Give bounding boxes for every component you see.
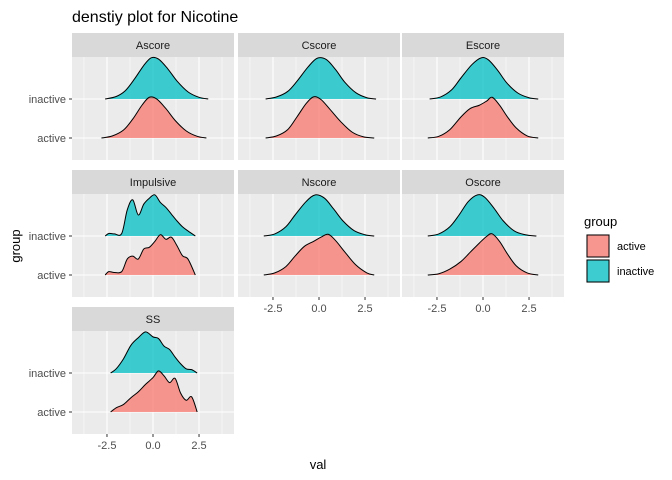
density-line-inactive bbox=[105, 56, 209, 100]
y-tick-label: inactive bbox=[29, 94, 66, 106]
density-fill-active bbox=[101, 96, 207, 138]
x-tick-label: 0.0 bbox=[311, 303, 326, 315]
density-line-active bbox=[427, 233, 539, 276]
density-fill-inactive bbox=[429, 57, 539, 99]
x-tick-label: 2.5 bbox=[191, 440, 206, 452]
facet-strip bbox=[72, 33, 234, 57]
x-tick-label: -2.5 bbox=[263, 303, 282, 315]
y-tick-label: inactive bbox=[29, 231, 66, 243]
density-fill-active bbox=[427, 233, 539, 275]
density-fill-active bbox=[263, 234, 375, 275]
density-line-active bbox=[104, 234, 196, 276]
y-tick-label: active bbox=[37, 270, 66, 282]
density-fill-active bbox=[427, 97, 539, 138]
x-axis-title: val bbox=[310, 457, 327, 472]
legend-item-inactive: inactive bbox=[586, 259, 654, 283]
legend-key-swatch bbox=[586, 234, 610, 258]
facet-strip bbox=[238, 33, 400, 57]
facet-strip bbox=[72, 307, 234, 331]
density-fill-inactive bbox=[265, 57, 377, 99]
density-line-inactive bbox=[110, 331, 198, 374]
facet-strip bbox=[402, 33, 564, 57]
x-tick-label: 0.0 bbox=[145, 440, 160, 452]
facet-strip-label: Ascore bbox=[136, 40, 170, 52]
facet-strip-label: Oscore bbox=[465, 177, 500, 189]
density-line-inactive bbox=[104, 194, 196, 237]
facet-nscore: Nscore -2.5 0.0 2.5 bbox=[238, 170, 400, 315]
legend-label: active bbox=[617, 241, 646, 253]
density-fill-inactive bbox=[263, 194, 375, 236]
facet-escore: Escore bbox=[402, 33, 564, 160]
density-fill-inactive bbox=[110, 331, 198, 373]
density-line-active bbox=[110, 370, 198, 413]
density-line-active bbox=[101, 96, 207, 139]
facet-strip bbox=[238, 170, 400, 194]
density-line-inactive bbox=[265, 57, 377, 100]
x-tick-label: 2.5 bbox=[521, 303, 536, 315]
facet-strip-label: Escore bbox=[466, 40, 500, 52]
facet-cscore: Cscore bbox=[238, 33, 400, 160]
facet-strip bbox=[72, 170, 234, 194]
facet-panels: Ascore active inactive Cscore Escore Impulsiv… bbox=[29, 33, 564, 452]
y-tick-label: inactive bbox=[29, 368, 66, 380]
density-fill-inactive bbox=[105, 57, 209, 99]
density-line-inactive bbox=[427, 194, 537, 237]
facet-oscore: Oscore -2.5 0.0 2.5 bbox=[402, 170, 564, 315]
density-fill-active bbox=[110, 370, 198, 412]
facet-strip-label: SS bbox=[146, 314, 161, 326]
facet-ascore: Ascore active inactive bbox=[29, 33, 234, 160]
y-tick-label: active bbox=[37, 407, 66, 419]
y-tick-label: active bbox=[37, 133, 66, 145]
y-axis-title: group bbox=[8, 229, 23, 262]
facet-strip-label: Cscore bbox=[302, 40, 337, 52]
chart-title: denstiy plot for Nicotine bbox=[72, 9, 238, 26]
density-line-active bbox=[263, 233, 375, 276]
density-fill-inactive bbox=[427, 194, 537, 236]
density-line-active bbox=[427, 96, 539, 139]
density-fill-inactive bbox=[105, 194, 196, 236]
x-tick-label: -2.5 bbox=[427, 303, 446, 315]
x-tick-label: -2.5 bbox=[97, 440, 116, 452]
legend-label: inactive bbox=[617, 266, 654, 278]
legend-key-swatch bbox=[586, 259, 610, 283]
facet-strip-label: Nscore bbox=[302, 177, 337, 189]
x-tick-label: 2.5 bbox=[357, 303, 372, 315]
density-fill-active bbox=[105, 234, 196, 275]
density-line-active bbox=[265, 96, 375, 139]
x-tick-label: 0.0 bbox=[475, 303, 490, 315]
density-fill-active bbox=[265, 96, 375, 138]
facet-impulsive: Impulsive active inactive bbox=[29, 170, 234, 297]
facet-ss: SS active inactive -2.5 0.0 2.5 bbox=[29, 307, 234, 452]
density-line-inactive bbox=[263, 194, 375, 237]
legend-title: group bbox=[584, 214, 617, 229]
density-line-inactive bbox=[429, 57, 539, 100]
facet-strip-label: Impulsive bbox=[130, 177, 176, 189]
legend: group active inactive bbox=[584, 214, 654, 283]
facet-strip bbox=[402, 170, 564, 194]
legend-item-active: active bbox=[586, 234, 646, 258]
